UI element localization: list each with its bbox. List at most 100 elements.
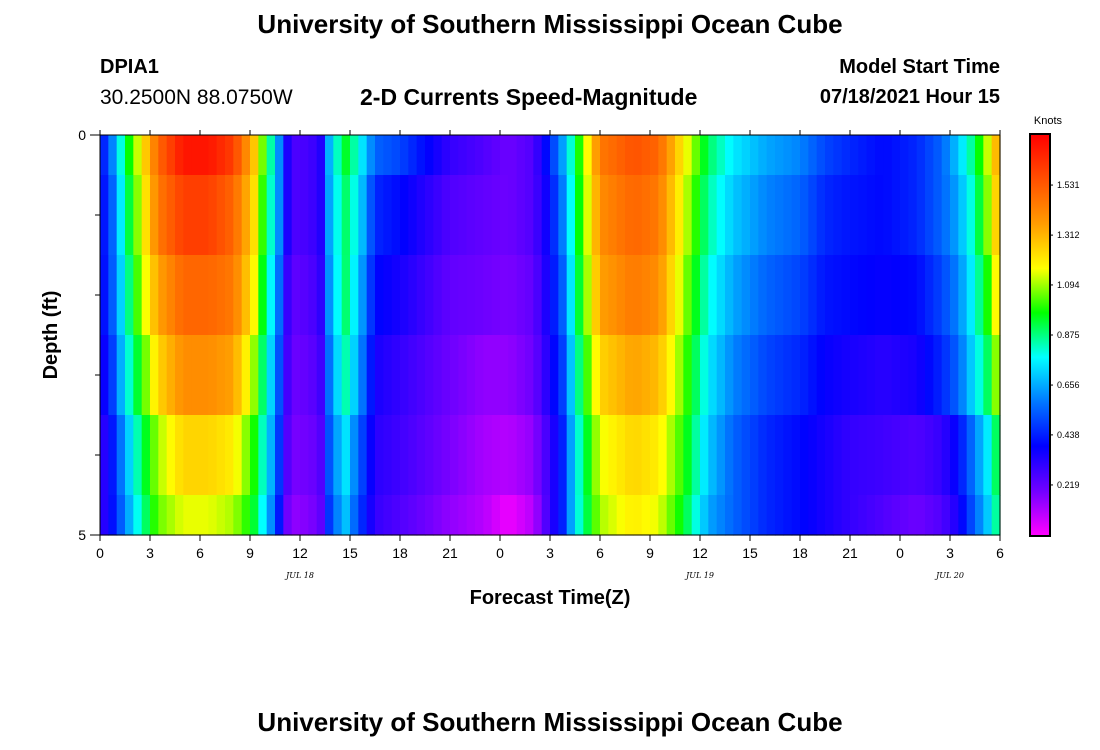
heatmap-cell: [916, 415, 926, 496]
heatmap-cell: [833, 495, 843, 536]
heatmap-cell: [225, 175, 234, 256]
heatmap-cell: [525, 495, 534, 536]
heatmap-cell: [791, 495, 801, 536]
heatmap-cell: [566, 255, 576, 336]
heatmap-cell: [475, 495, 484, 536]
heatmap-cell: [391, 175, 401, 256]
heatmap-cell: [233, 335, 243, 416]
heatmap-cell: [150, 175, 159, 256]
heatmap-cell: [275, 135, 284, 176]
heatmap-cell: [300, 255, 309, 336]
heatmap-cell: [750, 415, 759, 496]
heatmap-cell: [216, 255, 226, 336]
heatmap-cell: [900, 135, 909, 176]
heatmap-cell: [291, 335, 301, 416]
heatmap-cell: [575, 335, 584, 416]
y-tick-label: 5: [78, 527, 86, 543]
heatmap-cell: [316, 255, 326, 336]
heatmap-cell: [908, 135, 918, 176]
heatmap-cell: [100, 495, 109, 536]
heatmap-cell: [208, 335, 218, 416]
heatmap-cell: [191, 335, 201, 416]
heatmap-cell: [600, 415, 609, 496]
heatmap-cell: [575, 255, 584, 336]
heatmap-cell: [716, 175, 726, 256]
heatmap-cell: [316, 495, 326, 536]
heatmap-cell: [275, 335, 284, 416]
heatmap-cell: [516, 175, 526, 256]
heatmap-cell: [991, 495, 1001, 536]
heatmap-cell: [408, 335, 418, 416]
heatmap-cell: [425, 415, 434, 496]
heatmap-cell: [458, 135, 468, 176]
heatmap-cell: [208, 135, 218, 176]
heatmap-cell: [283, 335, 293, 416]
heatmap-cell: [333, 175, 343, 256]
heatmap-cell: [916, 335, 926, 416]
heatmap-cell: [808, 415, 818, 496]
heatmap-cell: [908, 495, 918, 536]
heatmap-cell: [375, 335, 384, 416]
heatmap-cell: [100, 415, 109, 496]
heatmap-cell: [575, 175, 584, 256]
heatmap-cell: [291, 175, 301, 256]
heatmap-cell: [508, 335, 518, 416]
heatmap-cell: [225, 135, 234, 176]
heatmap-cell: [833, 335, 843, 416]
heatmap-cell: [433, 255, 443, 336]
heatmap-cell: [266, 175, 276, 256]
heatmap-cell: [758, 335, 768, 416]
heatmap-cell: [241, 335, 251, 416]
heatmap-cell: [466, 255, 476, 336]
heatmap-cell: [975, 495, 984, 536]
heatmap-cell: [108, 255, 118, 336]
heatmap-cell: [208, 175, 218, 256]
heatmap-cell: [458, 415, 468, 496]
heatmap-cell: [175, 335, 184, 416]
heatmap-cell: [666, 135, 676, 176]
heatmap-cell: [975, 335, 984, 416]
heatmap-cell: [375, 415, 384, 496]
heatmap-cell: [641, 175, 651, 256]
heatmap-cell: [775, 415, 784, 496]
heatmap-cell: [575, 135, 584, 176]
heatmap-cell: [658, 495, 668, 536]
heatmap-cell: [583, 255, 593, 336]
heatmap-cell: [741, 175, 751, 256]
heatmap-cell: [633, 495, 643, 536]
heatmap-cell: [491, 495, 501, 536]
heatmap-cell: [200, 255, 209, 336]
heatmap-cell: [183, 255, 193, 336]
heatmap-cell: [258, 335, 268, 416]
heatmap-cell: [233, 495, 243, 536]
heatmap-cell: [441, 415, 451, 496]
heatmap-cell: [375, 135, 384, 176]
heatmap-cell: [858, 495, 868, 536]
heatmap-cell: [675, 135, 684, 176]
heatmap-cell: [500, 495, 509, 536]
heatmap-cell: [841, 135, 851, 176]
heatmap-cell: [716, 335, 726, 416]
colorbar-tick-label: 1.312: [1057, 230, 1080, 240]
heatmap-cell: [433, 175, 443, 256]
heatmap-cell: [758, 495, 768, 536]
heatmap-cell: [766, 135, 776, 176]
heatmap-cell: [216, 495, 226, 536]
heatmap-cell: [358, 175, 368, 256]
heatmap-cell: [333, 335, 343, 416]
x-tick-label: 9: [646, 545, 654, 561]
heatmap-cell: [533, 495, 543, 536]
heatmap-cell: [191, 415, 201, 496]
heatmap-cell: [625, 415, 634, 496]
heatmap-cell: [891, 495, 901, 536]
heatmap-cell: [366, 415, 376, 496]
heatmap-cell: [583, 135, 593, 176]
heatmap-cell: [291, 495, 301, 536]
x-tick-label: 9: [246, 545, 254, 561]
heatmap-cell: [675, 415, 684, 496]
heatmap-cell: [441, 495, 451, 536]
heatmap-cell: [950, 495, 959, 536]
heatmap-cell: [591, 415, 601, 496]
heatmap-cell: [633, 255, 643, 336]
heatmap-cell: [900, 175, 909, 256]
